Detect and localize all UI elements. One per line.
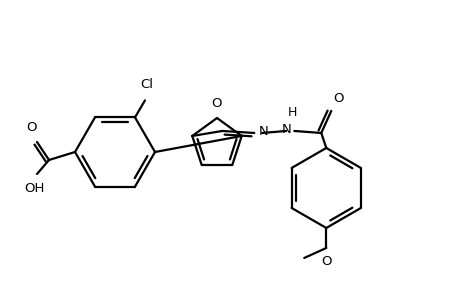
Text: O: O bbox=[211, 97, 222, 110]
Text: O: O bbox=[27, 121, 37, 134]
Text: N: N bbox=[281, 124, 291, 136]
Text: Cl: Cl bbox=[140, 78, 153, 92]
Text: O: O bbox=[332, 92, 343, 105]
Text: OH: OH bbox=[24, 182, 44, 195]
Text: N: N bbox=[257, 125, 268, 139]
Text: O: O bbox=[320, 255, 331, 268]
Text: H: H bbox=[287, 106, 297, 119]
